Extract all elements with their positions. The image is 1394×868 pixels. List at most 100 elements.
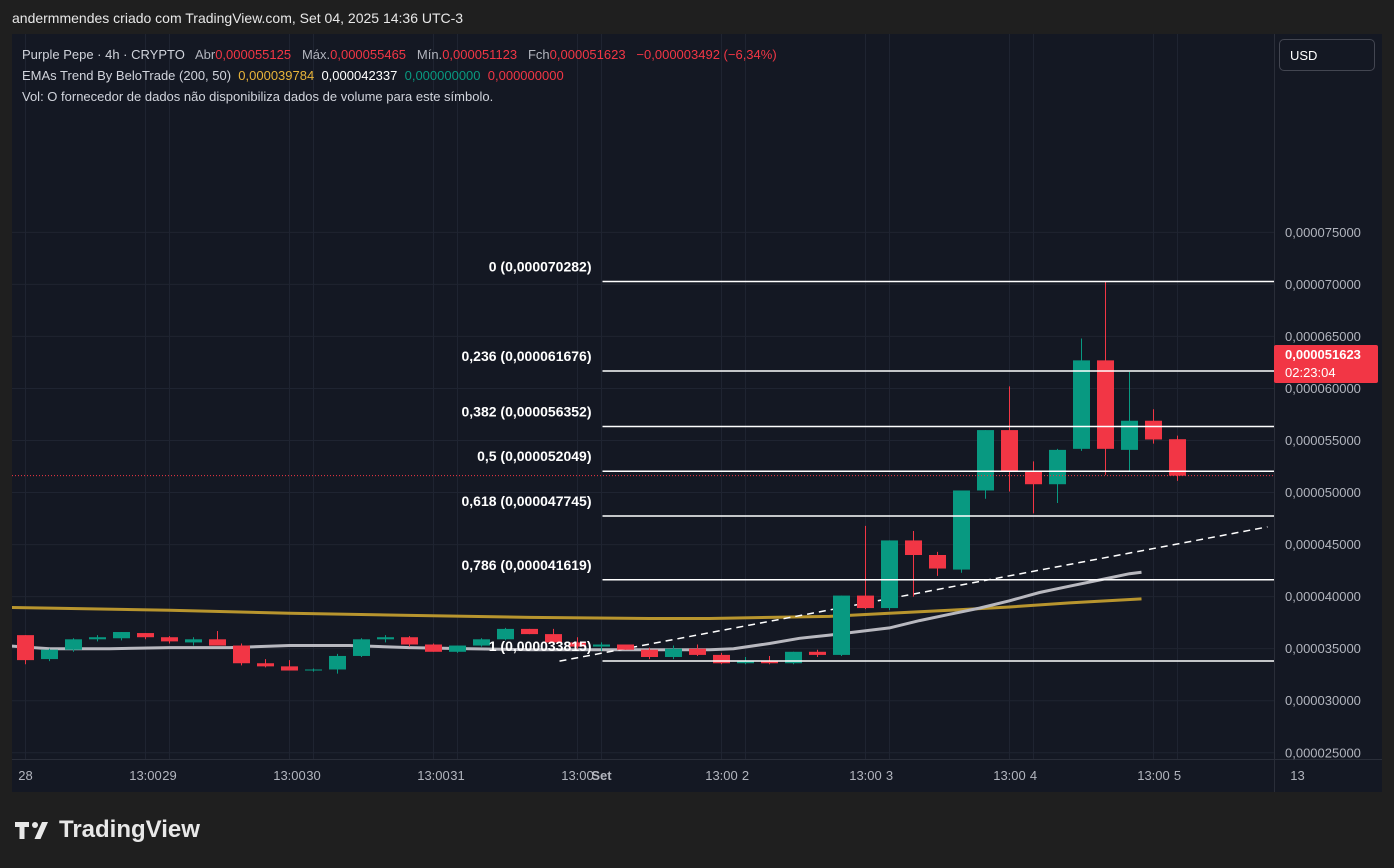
candle-body — [521, 628, 538, 635]
candle-body — [1145, 420, 1162, 440]
price-axis-label: 0,000065000 — [1285, 329, 1361, 344]
time-axis-label: 31 — [450, 768, 464, 783]
price-axis-label: 0,000050000 — [1285, 485, 1361, 500]
candle-body — [881, 540, 898, 609]
price-axis-label: 0,000075000 — [1285, 225, 1361, 240]
candle-body — [737, 661, 754, 664]
time-axis-label: 30 — [306, 768, 320, 783]
price-axis-label: 0,000035000 — [1285, 641, 1361, 656]
candle-body — [329, 655, 346, 670]
candle-body — [977, 430, 994, 491]
volume-note: Vol: O fornecedor de dados não disponibi… — [22, 89, 494, 104]
candle-body — [785, 651, 802, 664]
candle-body — [281, 666, 298, 671]
candle-body — [17, 635, 34, 661]
fib-level-label: 0 (0,000070282) — [489, 258, 592, 274]
candle-body — [569, 642, 586, 647]
indicator-red-value: 0,000000000 — [487, 68, 564, 83]
time-axis-label: 13:00 — [993, 768, 1026, 783]
time-axis-label: 2 — [742, 768, 749, 783]
fib-level-label: 0,382 (0,000056352) — [462, 403, 592, 419]
fib-level-label: 0,618 (0,000047745) — [462, 493, 592, 509]
candle-body — [353, 639, 370, 656]
open-label: Abr — [194, 47, 216, 62]
time-axis-label: 13:00 — [417, 768, 450, 783]
candle-body — [641, 649, 658, 657]
candle-body — [1025, 470, 1042, 485]
candle-body — [161, 637, 178, 642]
candle-body — [425, 644, 442, 652]
candle-body — [65, 639, 82, 650]
currency-button[interactable]: USD — [1279, 39, 1375, 71]
candle-body — [209, 639, 226, 646]
candle-body — [89, 637, 106, 640]
chart-legend: Purple Pepe · 4h · CRYPTO Abr0,000055125… — [22, 44, 777, 107]
time-axis-label: 28 — [18, 768, 32, 783]
time-axis-label: Set — [591, 768, 612, 783]
candle-body — [233, 645, 250, 664]
candle-body — [833, 595, 850, 655]
time-axis-label: 13:00 — [129, 768, 162, 783]
time-axis-label: 3 — [886, 768, 893, 783]
symbol-label[interactable]: Purple Pepe · 4h · CRYPTO — [22, 47, 185, 62]
volume-row: Vol: O fornecedor de dados não disponibi… — [22, 86, 777, 107]
candle-body — [401, 637, 418, 645]
candle-body — [689, 648, 706, 655]
candle-body — [305, 669, 322, 671]
indicator-green-value: 0,000000000 — [404, 68, 481, 83]
candle-body — [545, 634, 562, 643]
candle-body — [1121, 420, 1138, 450]
time-axis-label: 13:00 — [273, 768, 306, 783]
time-axis-label: 13:00 — [1137, 768, 1170, 783]
last-price-tag: 0,000051623 02:23:04 — [1274, 345, 1378, 383]
candle-body — [1049, 449, 1066, 485]
time-axis-label: 29 — [162, 768, 176, 783]
candle-body — [593, 644, 610, 647]
indicator-name[interactable]: EMAs Trend By BeloTrade (200, 50) — [22, 68, 232, 83]
plot-background — [12, 34, 1382, 792]
bar-countdown: 02:23:04 — [1285, 365, 1336, 380]
close-label: Fch — [527, 47, 550, 62]
candle-body — [665, 648, 682, 657]
candle-body — [473, 639, 490, 646]
candle-body — [113, 632, 130, 639]
change-value: −0,000003492 (−6,34%) — [636, 47, 777, 62]
fib-level-label: 1 (0,000033815) — [489, 638, 592, 654]
low-label: Mín. — [416, 47, 443, 62]
tradingview-logo[interactable]: TradingView — [15, 816, 200, 844]
fib-level-label: 0,786 (0,000041619) — [462, 557, 592, 573]
close-value: 0,000051623 — [549, 47, 626, 62]
candle-body — [905, 540, 922, 555]
fib-level-label: 0,5 (0,000052049) — [477, 448, 591, 464]
ema200-line — [12, 597, 1142, 620]
candle-body — [1097, 360, 1114, 449]
candle-body — [137, 633, 154, 638]
price-axis-label: 0,000040000 — [1285, 589, 1361, 604]
candle-body — [449, 645, 466, 652]
price-axis-label: 0,000070000 — [1285, 277, 1361, 292]
candle-body — [929, 554, 946, 569]
candle-body — [1001, 430, 1018, 471]
time-axis-label: 5 — [1174, 768, 1181, 783]
candle-body — [713, 654, 730, 664]
last-price-value: 0,000051623 — [1285, 347, 1361, 362]
candle-body — [953, 490, 970, 570]
candle-body — [761, 661, 778, 664]
candle-body — [1169, 439, 1186, 476]
high-label: Máx. — [301, 47, 331, 62]
candle-body — [257, 663, 274, 667]
price-axis-label: 0,000045000 — [1285, 537, 1361, 552]
chart-panel[interactable]: 0,0000150000,0000200000,0000250000,00003… — [12, 34, 1382, 792]
high-value: 0,000055465 — [330, 47, 407, 62]
indicator-row: EMAs Trend By BeloTrade (200, 50) 0,0000… — [22, 65, 777, 86]
time-axis-label: 13:00 — [705, 768, 738, 783]
open-value: 0,000055125 — [215, 47, 292, 62]
candle-body — [497, 628, 514, 640]
candle-body — [617, 644, 634, 650]
tradingview-logo-icon — [15, 822, 48, 839]
fib-level-label: 0,236 (0,000061676) — [462, 348, 592, 364]
chart-author-line: andermmendes criado com TradingView.com,… — [12, 10, 464, 26]
time-axis-label: 4 — [1030, 768, 1037, 783]
candlestick-chart[interactable]: 0,0000150000,0000200000,0000250000,00003… — [12, 34, 1382, 792]
ema50-line — [12, 570, 1142, 652]
